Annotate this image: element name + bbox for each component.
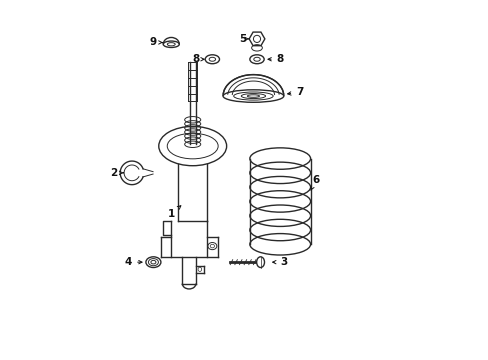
Text: 4: 4 — [124, 257, 142, 267]
Text: 2: 2 — [110, 168, 123, 178]
Text: 5: 5 — [239, 34, 248, 44]
Ellipse shape — [256, 257, 264, 267]
Text: 8: 8 — [192, 54, 203, 64]
Text: 9: 9 — [149, 37, 162, 48]
Text: 1: 1 — [167, 206, 181, 219]
Text: 6: 6 — [310, 175, 319, 190]
Text: 7: 7 — [287, 87, 303, 98]
Text: 3: 3 — [272, 257, 287, 267]
Text: 8: 8 — [267, 54, 283, 64]
